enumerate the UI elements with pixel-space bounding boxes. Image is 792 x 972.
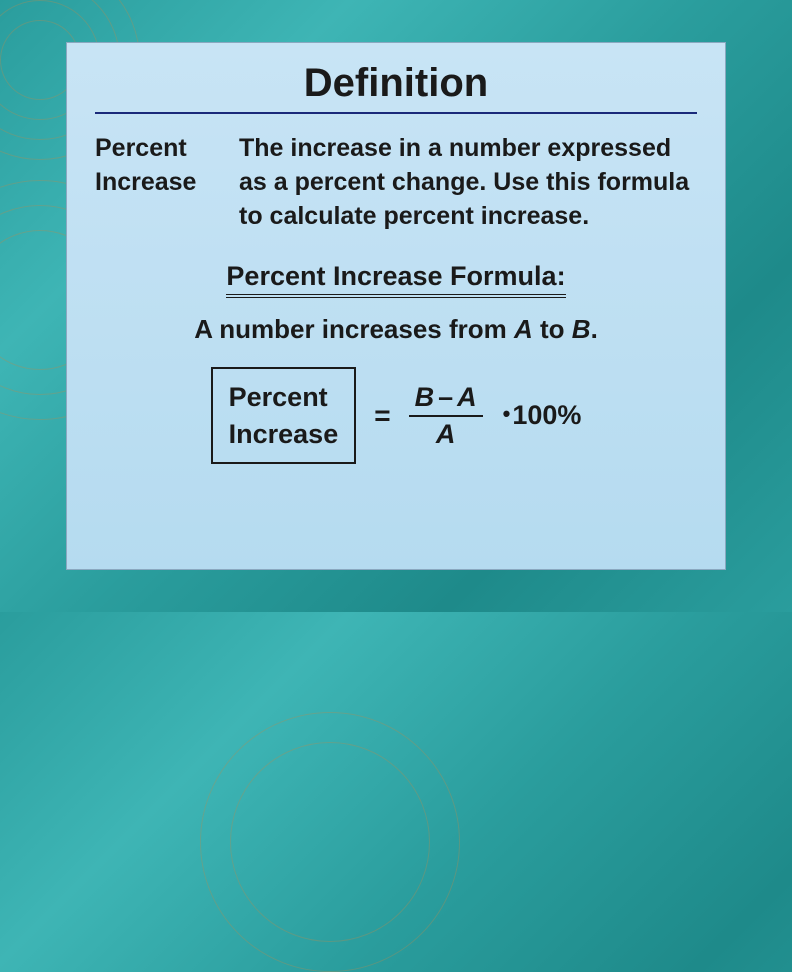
formula-equation: Percent Increase = B–A A •100% [95, 367, 697, 464]
formula-heading: Percent Increase Formula: [226, 261, 565, 298]
num-minus: – [434, 382, 457, 412]
formula-lhs-box: Percent Increase [211, 367, 357, 464]
term-line1: Percent [95, 134, 187, 162]
slide-title: Definition [95, 61, 697, 106]
definition-row: Percent Increase The increase in a numbe… [95, 132, 697, 233]
stmt-suffix: . [591, 314, 598, 344]
term-label: Percent Increase [95, 132, 215, 233]
num-a: A [457, 382, 477, 412]
fraction: B–A A [409, 382, 483, 450]
dot-operator: • [501, 401, 513, 426]
fraction-denominator: A [409, 415, 483, 450]
stmt-prefix: A number increases from [194, 314, 514, 344]
term-line2: Increase [95, 168, 196, 196]
fraction-numerator: B–A [409, 382, 483, 415]
box-line2: Increase [229, 419, 339, 449]
formula-statement: A number increases from A to B. [95, 314, 697, 345]
formula-tail: •100% [501, 400, 582, 431]
title-underline [95, 112, 697, 114]
hundred-percent: 100% [512, 400, 581, 430]
equals-sign: = [374, 400, 390, 432]
num-b: B [415, 382, 435, 412]
definition-text: The increase in a number expressed as a … [239, 132, 697, 233]
definition-card: Definition Percent Increase The increase… [66, 42, 726, 570]
box-line1: Percent [229, 382, 328, 412]
stmt-var-b: B [572, 314, 591, 344]
formula-block: Percent Increase Formula: A number incre… [95, 261, 697, 464]
stmt-var-a: A [514, 314, 533, 344]
stmt-mid: to [533, 314, 572, 344]
